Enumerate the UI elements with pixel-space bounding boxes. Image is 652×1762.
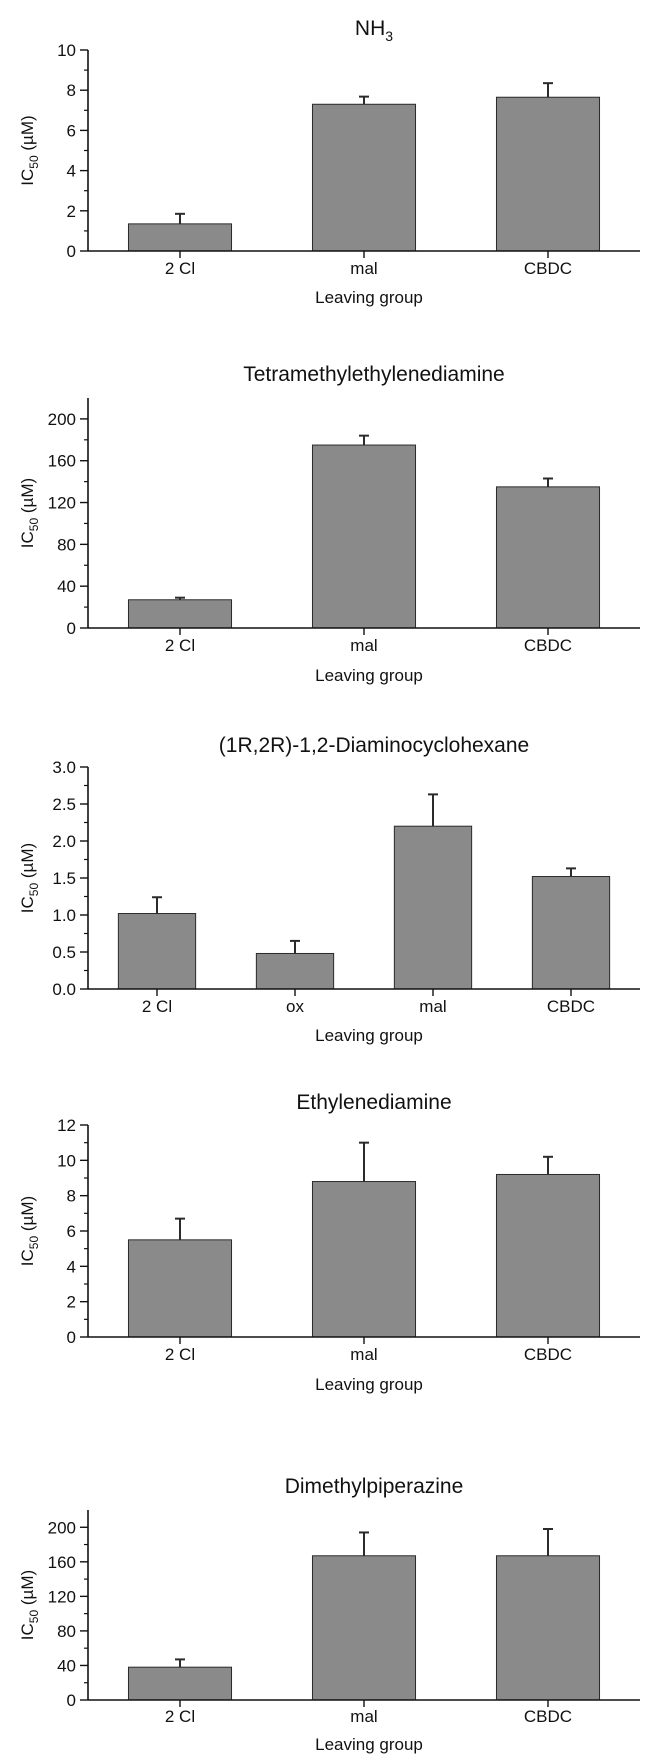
x-tick-label: 2 Cl bbox=[165, 636, 195, 655]
y-tick-label: 12 bbox=[57, 1116, 76, 1135]
bar bbox=[495, 1555, 601, 1701]
x-axis-label: Leaving group bbox=[315, 288, 423, 307]
bar bbox=[255, 952, 335, 990]
bar bbox=[127, 1239, 233, 1338]
y-tick-label: 8 bbox=[67, 81, 76, 100]
bar bbox=[531, 876, 611, 990]
x-tick-label: mal bbox=[419, 997, 446, 1016]
y-tick-label: 0 bbox=[67, 1691, 76, 1710]
bar bbox=[127, 1666, 233, 1701]
chart-title: NH3 bbox=[355, 17, 393, 44]
y-tick-label: 120 bbox=[48, 494, 76, 513]
x-axis-label: Leaving group bbox=[315, 1375, 423, 1394]
y-tick-label: 80 bbox=[57, 1622, 76, 1641]
y-tick-label: 40 bbox=[57, 1656, 76, 1675]
x-axis-label: Leaving group bbox=[315, 666, 423, 685]
bar bbox=[495, 1173, 601, 1338]
y-tick-label: 40 bbox=[57, 577, 76, 596]
y-tick-label: 4 bbox=[67, 1257, 76, 1276]
chart-title: Tetramethylethylenediamine bbox=[243, 363, 504, 386]
chart-title: (1R,2R)-1,2-Diaminocyclohexane bbox=[219, 734, 529, 757]
y-tick-label: 2.5 bbox=[52, 795, 76, 814]
chart-panel: Ethylenediamine 0 2 4 6 8 10 12 2 Cl mal CBDC Leavi… bbox=[18, 1091, 640, 1394]
y-tick-label: 160 bbox=[48, 1553, 76, 1572]
y-tick-label: 2.0 bbox=[52, 832, 76, 851]
x-tick-label: mal bbox=[350, 636, 377, 655]
x-tick-label: ox bbox=[286, 997, 304, 1016]
chart-panel: Tetramethylethylenediamine 0 40 80 120 160 200… bbox=[18, 363, 640, 685]
x-tick-label: mal bbox=[350, 1345, 377, 1364]
y-axis-label: IC50 (µM) bbox=[18, 115, 41, 185]
x-tick-label: 2 Cl bbox=[165, 1345, 195, 1364]
y-axis-label: IC50 (µM) bbox=[18, 1196, 41, 1266]
y-tick-label: 3.0 bbox=[52, 758, 76, 777]
y-axis-label: IC50 (µM) bbox=[18, 1570, 41, 1640]
bar bbox=[127, 599, 233, 629]
x-tick-label: 2 Cl bbox=[165, 1707, 195, 1726]
chart-panel: (1R,2R)-1,2-Diaminocyclohexane 0.0 0.5 1.0 1… bbox=[18, 734, 640, 1045]
y-tick-label: 160 bbox=[48, 452, 76, 471]
y-tick-label: 120 bbox=[48, 1587, 76, 1606]
x-axis-label: Leaving group bbox=[315, 1735, 423, 1754]
bar bbox=[311, 1181, 417, 1338]
y-tick-label: 6 bbox=[67, 1222, 76, 1241]
bar bbox=[117, 913, 197, 990]
y-tick-label: 4 bbox=[67, 162, 76, 181]
y-tick-label: 0.5 bbox=[52, 943, 76, 962]
x-tick-label: CBDC bbox=[524, 1345, 572, 1364]
x-tick-label: CBDC bbox=[547, 997, 595, 1016]
bar bbox=[127, 223, 233, 252]
bar bbox=[311, 444, 417, 629]
y-tick-label: 1.0 bbox=[52, 906, 76, 925]
chart-panel: Dimethylpiperazine 0 40 80 120 160 200 2 Cl mal C… bbox=[18, 1475, 640, 1754]
y-axis-label: IC50 (µM) bbox=[18, 478, 41, 548]
y-tick-label: 10 bbox=[57, 41, 76, 60]
y-tick-label: 8 bbox=[67, 1187, 76, 1206]
y-axis-label: IC50 (µM) bbox=[18, 843, 41, 913]
chart-title: Dimethylpiperazine bbox=[285, 1475, 464, 1498]
x-tick-label: 2 Cl bbox=[142, 997, 172, 1016]
bar bbox=[311, 103, 417, 252]
bar bbox=[311, 1555, 417, 1701]
y-tick-label: 6 bbox=[67, 121, 76, 140]
y-tick-label: 0 bbox=[67, 1328, 76, 1347]
y-tick-label: 10 bbox=[57, 1151, 76, 1170]
y-tick-label: 200 bbox=[48, 1518, 76, 1537]
x-tick-label: CBDC bbox=[524, 636, 572, 655]
y-tick-label: 1.5 bbox=[52, 869, 76, 888]
y-tick-label: 2 bbox=[67, 202, 76, 221]
x-tick-label: mal bbox=[350, 259, 377, 278]
y-tick-label: 2 bbox=[67, 1293, 76, 1312]
y-tick-label: 0 bbox=[67, 242, 76, 261]
y-tick-label: 80 bbox=[57, 535, 76, 554]
y-tick-label: 0 bbox=[67, 619, 76, 638]
chart-panel: NH3 0 2 4 6 8 10 2 Cl mal CBDC Leaving group IC50 (… bbox=[18, 17, 640, 307]
x-tick-label: CBDC bbox=[524, 1707, 572, 1726]
x-tick-label: CBDC bbox=[524, 259, 572, 278]
bar bbox=[495, 96, 601, 252]
x-axis-label: Leaving group bbox=[315, 1026, 423, 1045]
y-tick-label: 0.0 bbox=[52, 980, 76, 999]
x-tick-label: 2 Cl bbox=[165, 259, 195, 278]
chart-title: Ethylenediamine bbox=[296, 1091, 451, 1114]
y-tick-label: 200 bbox=[48, 410, 76, 429]
bar bbox=[495, 486, 601, 629]
x-tick-label: mal bbox=[350, 1707, 377, 1726]
bar bbox=[393, 825, 473, 990]
